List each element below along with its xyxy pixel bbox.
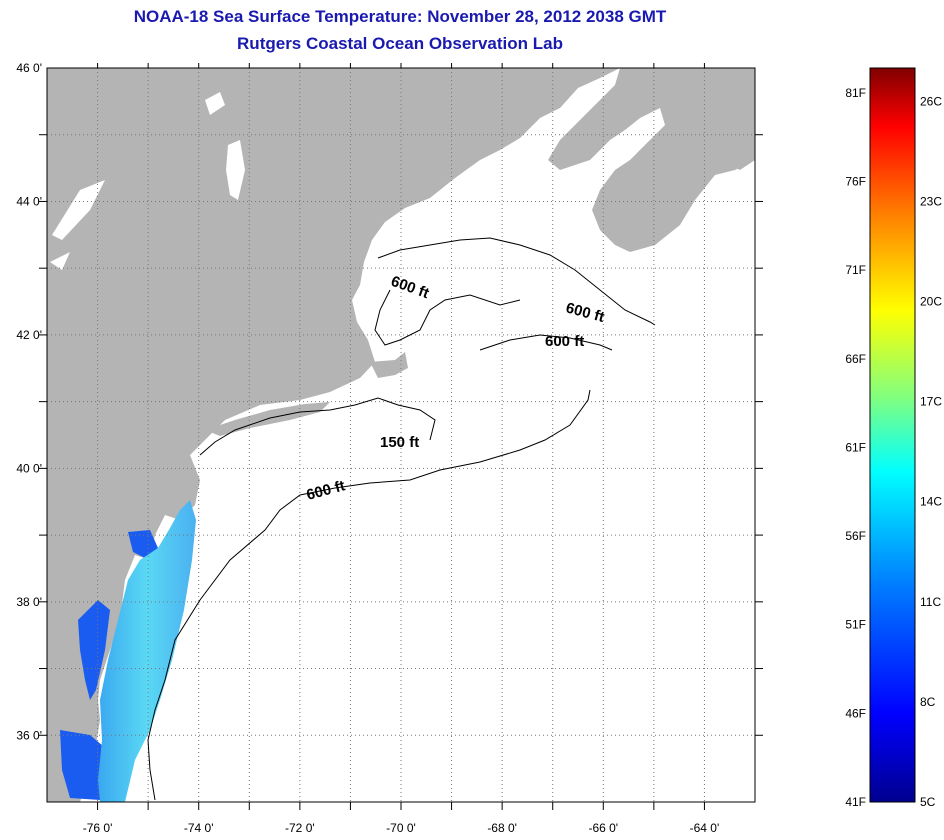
colorbar-f-label: 56F <box>845 529 866 543</box>
lat-label: 46 0' <box>16 61 42 75</box>
lat-label: 44 0' <box>16 194 42 208</box>
lon-label: -68 0' <box>487 821 517 835</box>
cape-cod <box>370 352 408 378</box>
lat-label: 40 0' <box>16 461 42 475</box>
colorbar-f-label: 61F <box>845 440 866 454</box>
bathymetry-contours <box>147 237 656 801</box>
contour-600ft-georges <box>479 334 613 351</box>
bay-water <box>60 530 158 800</box>
colorbar-c-label: 17C <box>920 395 942 409</box>
colorbar-c-label: 8C <box>920 695 936 709</box>
colorbar-f-label: 51F <box>845 618 866 632</box>
axis-ticks <box>39 63 763 810</box>
contour-600ft-shelf <box>147 389 591 801</box>
contour-label-150ft: 150 ft <box>380 434 419 451</box>
colorbar-f-label: 81F <box>845 86 866 100</box>
colorbar-c-label: 26C <box>920 94 942 108</box>
latitude-labels: 46 0' 44 0' 42 0' 40 0' 38 0' 36 0' <box>16 61 42 742</box>
map-title: NOAA-18 Sea Surface Temperature: Novembe… <box>133 7 667 26</box>
colorbar-f-label: 46F <box>845 706 866 720</box>
lon-label: -74 0' <box>184 821 214 835</box>
map-subtitle: Rutgers Coastal Ocean Observation Lab <box>237 34 563 53</box>
longitude-labels: -76 0' -74 0' -72 0' -70 0' -68 0' -66 0' -64 … <box>83 821 720 835</box>
lat-label: 36 0' <box>16 728 42 742</box>
colorbar-f-label: 76F <box>845 174 866 188</box>
lon-label: -76 0' <box>83 821 113 835</box>
lon-label: -72 0' <box>285 821 315 835</box>
colorbar-celsius-labels: 26C 23C 20C 17C 14C 11C 8C 5C <box>920 94 942 809</box>
contour-150ft <box>199 397 436 456</box>
colorbar-f-label: 66F <box>845 352 866 366</box>
coastal-sst <box>98 500 196 802</box>
colorbar-c-label: 23C <box>920 194 942 208</box>
colorbar <box>869 67 916 803</box>
colorbar-f-label: 41F <box>845 795 866 809</box>
lon-label: -64 0' <box>690 821 720 835</box>
colorbar-fahrenheit-labels: 81F 76F 71F 66F 61F 56F 51F 46F 41F <box>845 86 866 809</box>
contour-gulf-inner <box>374 289 521 346</box>
lat-label: 42 0' <box>16 328 42 342</box>
colorbar-f-label: 71F <box>845 263 866 277</box>
contour-600ft-gulf-of-maine <box>377 237 656 326</box>
colorbar-c-label: 14C <box>920 495 942 509</box>
contour-label-georges: 600 ft <box>545 333 584 350</box>
nova-scotia <box>598 110 755 250</box>
colorbar-c-label: 20C <box>920 295 942 309</box>
colorbar-c-label: 11C <box>920 595 941 609</box>
lon-label: -70 0' <box>386 821 416 835</box>
us-mainland <box>47 68 620 802</box>
lat-label: 38 0' <box>16 595 42 609</box>
lon-label: -66 0' <box>588 821 618 835</box>
colorbar-c-label: 5C <box>920 795 936 809</box>
